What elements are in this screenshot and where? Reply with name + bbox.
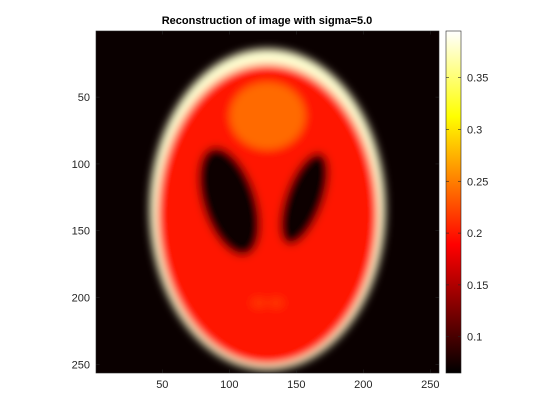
colorbar-tick-label: 0.2: [467, 228, 482, 240]
colorbar: [445, 30, 462, 374]
small-spot-1: [250, 297, 267, 309]
x-tick-label: 50: [156, 379, 168, 391]
x-tick-label: 100: [220, 379, 238, 391]
colorbar-ticks: 0.1 0.15 0.2 0.25 0.3 0.35: [446, 73, 488, 344]
chart-title: Reconstruction of image with sigma=5.0: [162, 15, 373, 27]
colorbar-tick-label: 0.15: [467, 280, 488, 292]
colorbar-tick-label: 0.35: [467, 73, 488, 85]
colorbar-tick-label: 0.1: [467, 332, 482, 344]
left-dark-ellipse: [198, 147, 261, 256]
right-dark-ellipse: [280, 152, 329, 245]
brain-interior: [157, 64, 378, 365]
y-tick-label: 250: [72, 359, 90, 371]
y-axis: 50 100 150 200 250: [72, 92, 439, 371]
small-spot-2: [268, 297, 285, 309]
y-tick-label: 50: [78, 92, 90, 104]
phantom-structures: [149, 48, 386, 371]
y-tick-label: 150: [72, 226, 90, 238]
colorbar-tick-label: 0.25: [467, 176, 488, 188]
x-tick-label: 150: [287, 379, 305, 391]
y-tick-label: 100: [72, 159, 90, 171]
plot-frame: [95, 30, 440, 374]
x-tick-label: 250: [421, 379, 439, 391]
colorbar-tick-label: 0.3: [467, 124, 482, 136]
upper-blob: [229, 82, 306, 150]
x-axis: 50 100 150 200 250: [156, 31, 439, 391]
x-tick-label: 200: [354, 379, 372, 391]
y-tick-label: 200: [72, 293, 90, 305]
heatmap-image: [96, 31, 439, 373]
